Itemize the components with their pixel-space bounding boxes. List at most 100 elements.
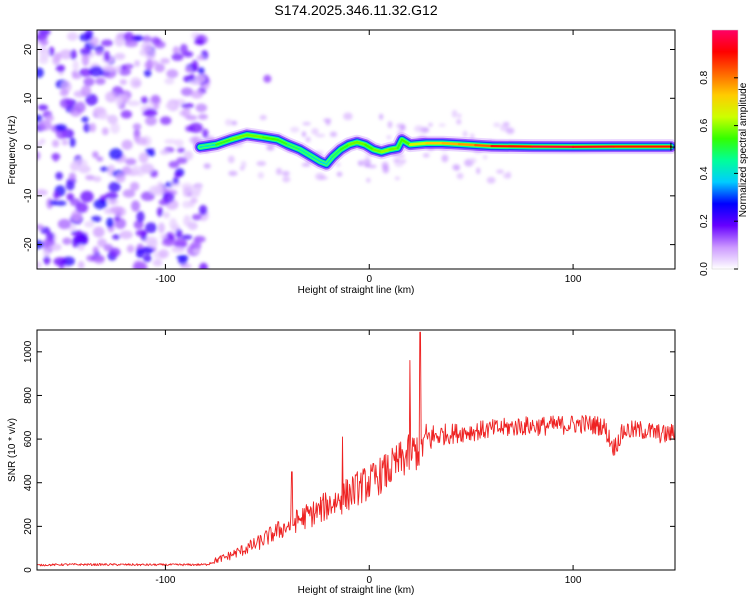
y-tick-label: 200: [23, 518, 34, 535]
noise-blob: [476, 167, 481, 175]
ridge-core-segment: [276, 138, 289, 146]
noise-blob: [186, 115, 198, 121]
noise-blob: [71, 209, 83, 222]
x-tick-label: -100: [155, 274, 175, 285]
noise-blob: [79, 233, 89, 246]
noise-blob: [52, 54, 61, 66]
noise-blob: [135, 229, 148, 237]
noise-blob: [181, 234, 193, 240]
noise-blob: [93, 254, 105, 264]
y-tick-label: 0: [23, 567, 34, 573]
noise-blob: [194, 184, 202, 194]
noise-blob: [202, 128, 209, 139]
noise-blob: [182, 185, 189, 198]
noise-blob: [163, 211, 170, 219]
noise-blob: [110, 206, 124, 213]
noise-blob: [37, 67, 44, 78]
ridge-core-segment: [298, 148, 314, 158]
noise-blob: [80, 190, 94, 203]
noise-blob: [113, 216, 120, 222]
noise-blob: [257, 171, 264, 179]
noise-blob: [496, 169, 504, 174]
noise-blob: [92, 151, 99, 159]
noise-blob: [199, 262, 208, 269]
colorbar-gradient: [712, 30, 738, 269]
noise-blob: [470, 133, 475, 141]
noise-blob: [259, 114, 267, 121]
colorbar-tick-label: 0.6: [699, 118, 710, 132]
ridge-core-segment: [380, 148, 391, 154]
noise-blob: [144, 60, 154, 70]
noise-blob: [505, 127, 515, 135]
noise-blob: [166, 69, 179, 79]
noise-blob: [138, 152, 149, 164]
ridge-core-segment: [441, 142, 461, 146]
noise-blob: [107, 114, 118, 125]
snr-x-label: Height of straight line (km): [298, 585, 415, 596]
x-tick-label: 0: [366, 274, 372, 285]
noise-blob: [74, 158, 88, 168]
noise-blob: [382, 165, 390, 174]
noise-blob: [162, 191, 175, 203]
noise-blob: [115, 172, 126, 183]
noise-blob: [85, 174, 95, 181]
noise-blob: [156, 206, 164, 217]
ridge-core-segment: [198, 143, 218, 149]
noise-blob: [48, 46, 55, 57]
noise-blob: [53, 191, 60, 200]
noise-blob: [126, 244, 135, 253]
noise-blob: [55, 171, 63, 180]
noise-blob: [39, 39, 49, 46]
noise-blob: [301, 162, 311, 167]
x-tick-label: 100: [565, 274, 582, 285]
noise-blob: [173, 238, 188, 249]
noise-blob: [176, 157, 188, 164]
noise-blob: [132, 80, 142, 87]
noise-blob: [456, 118, 462, 125]
colorbar-frame: [711, 29, 739, 270]
noise-blob: [59, 98, 74, 109]
noise-blob: [276, 167, 282, 176]
noise-blob: [315, 133, 326, 138]
x-tick-label: 100: [565, 575, 582, 586]
noise-blob: [66, 193, 75, 201]
noise-region: [37, 30, 515, 269]
y-tick-label: 800: [23, 387, 34, 404]
noise-blob: [301, 131, 307, 137]
noise-blob: [121, 139, 133, 150]
noise-blob: [231, 120, 238, 126]
noise-blob: [318, 176, 329, 180]
noise-blob: [400, 159, 407, 164]
noise-blob: [37, 261, 42, 269]
noise-blob: [45, 114, 55, 122]
noise-blob: [79, 47, 92, 56]
x-tick-label: -100: [155, 575, 175, 586]
y-tick-label: 1000: [23, 340, 34, 363]
noise-blob: [187, 221, 198, 231]
noise-blob: [55, 64, 66, 73]
noise-blob: [81, 54, 90, 67]
noise-blob: [89, 36, 99, 47]
noise-blob: [360, 159, 369, 165]
noise-blob: [37, 114, 43, 123]
noise-blob: [154, 63, 165, 73]
noise-blob: [305, 136, 311, 143]
colorbar-label: Normalized spectral amplitude: [738, 82, 749, 217]
noise-blob: [108, 181, 121, 193]
noise-blob: [160, 116, 172, 125]
noise-blob: [438, 123, 446, 127]
y-tick-label: 0: [23, 144, 34, 150]
noise-blob: [72, 60, 79, 72]
ridge-core-segment: [400, 138, 412, 146]
noise-blob: [228, 170, 238, 176]
noise-blob: [102, 64, 116, 72]
noise-blob: [193, 236, 202, 245]
noise-blob: [399, 124, 406, 131]
ridge-core-segment: [372, 148, 383, 154]
noise-blob: [70, 49, 77, 60]
noise-blob: [37, 224, 44, 230]
noise-blob: [196, 54, 205, 61]
noise-blob: [175, 228, 183, 239]
noise-blob: [118, 67, 131, 76]
noise-blob: [311, 128, 319, 135]
